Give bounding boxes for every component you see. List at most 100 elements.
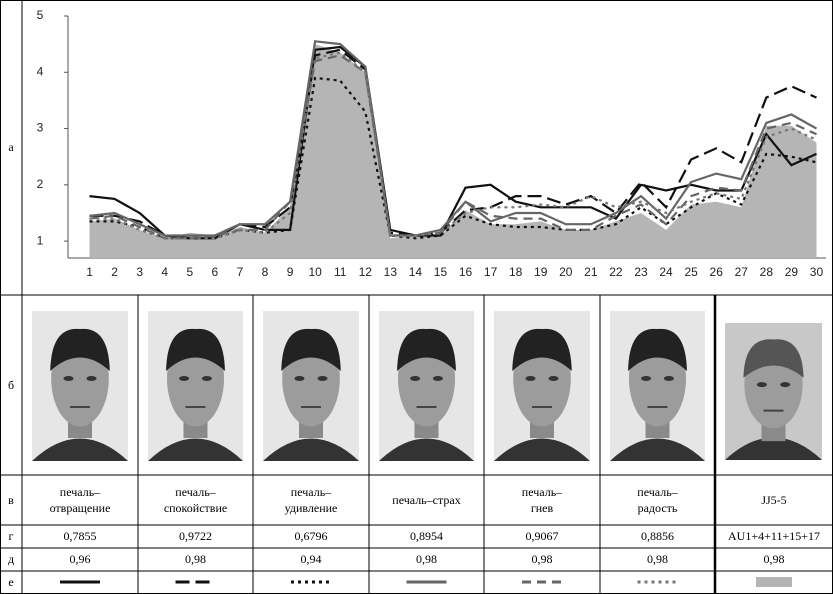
x-tick-label: 19	[534, 265, 548, 279]
shoulders	[263, 438, 359, 461]
x-tick-label: 5	[186, 265, 193, 279]
face-photo	[148, 311, 243, 461]
x-tick-label: 6	[212, 265, 219, 279]
eye	[432, 376, 443, 381]
r-value: 0,8856	[641, 529, 674, 544]
x-tick-label: 30	[810, 265, 824, 279]
hair	[281, 328, 341, 371]
hair	[512, 328, 572, 371]
x-tick-label: 28	[760, 265, 774, 279]
x-tick-label: 26	[710, 265, 724, 279]
eye	[201, 376, 212, 381]
x-tick-label: 24	[659, 265, 673, 279]
x-tick-label: 25	[684, 265, 698, 279]
hair	[628, 328, 687, 371]
x-tick-label: 10	[308, 265, 322, 279]
x-tick-label: 4	[161, 265, 168, 279]
column-label: печаль– радость	[637, 484, 678, 515]
style-sample	[756, 577, 792, 587]
series-line	[89, 76, 817, 240]
x-tick-label: 3	[136, 265, 143, 279]
y-tick-label: 5	[37, 8, 44, 22]
series-line	[89, 54, 817, 240]
y-tick-label: 4	[37, 64, 44, 78]
d-value: 0,98	[416, 552, 437, 567]
hair	[50, 328, 110, 371]
shoulders	[32, 438, 128, 461]
x-tick-label: 15	[434, 265, 448, 279]
r-value: 0,9722	[179, 529, 212, 544]
row-label: д	[7, 552, 15, 567]
x-tick-label: 8	[262, 265, 269, 279]
shoulders	[379, 438, 474, 461]
face-photo	[263, 311, 359, 461]
face-photo	[610, 311, 705, 461]
shoulders	[725, 437, 822, 460]
column-label: печаль– удивление	[284, 484, 338, 515]
row-label: в	[8, 492, 14, 507]
area	[89, 44, 817, 258]
x-tick-label: 1	[86, 265, 93, 279]
eye	[294, 376, 305, 381]
r-value: 0,6796	[294, 529, 328, 544]
x-tick-label: 17	[484, 265, 498, 279]
shoulders	[610, 438, 705, 461]
eye	[63, 376, 74, 381]
face-photo	[379, 311, 474, 461]
face-photo	[32, 311, 128, 461]
x-tick-label: 12	[359, 265, 373, 279]
x-tick-label: 14	[409, 265, 423, 279]
eye	[525, 376, 536, 381]
r-value: 0,9067	[525, 529, 559, 544]
y-tick-label: 1	[37, 233, 44, 247]
hair	[166, 328, 225, 371]
shoulders	[148, 438, 243, 461]
eye	[410, 376, 421, 381]
shoulders	[494, 438, 590, 461]
x-tick-label: 20	[559, 265, 573, 279]
d-value: 0,98	[185, 552, 206, 567]
face-photo	[494, 311, 590, 461]
y-tick-label: 2	[37, 177, 44, 191]
d-value: 0,98	[763, 552, 785, 567]
face-photo	[725, 323, 822, 460]
x-tick-label: 11	[334, 265, 347, 279]
row-label: а	[8, 140, 14, 155]
hair	[743, 339, 804, 378]
x-tick-label: 27	[735, 265, 749, 279]
y-tick-label: 3	[37, 121, 44, 135]
column-label: печаль– отвращение	[49, 484, 111, 515]
eye	[663, 376, 674, 381]
r-value: 0,7855	[63, 529, 97, 544]
x-tick-label: 13	[384, 265, 398, 279]
eye	[756, 382, 767, 388]
d-value: 0,94	[300, 552, 322, 567]
r-value: 0,8954	[410, 529, 443, 544]
row-label: е	[8, 575, 14, 590]
hair	[397, 328, 456, 371]
column-label: печаль–страх	[392, 492, 461, 507]
column-label: печаль– гнев	[521, 484, 563, 515]
r-value: AU1+4+11+15+17	[728, 529, 820, 544]
eye	[317, 376, 328, 381]
x-tick-label: 7	[237, 265, 244, 279]
x-tick-label: 9	[287, 265, 294, 279]
x-tick-label: 18	[509, 265, 523, 279]
x-tick-label: 2	[111, 265, 118, 279]
d-value: 0,98	[647, 552, 668, 567]
eye	[86, 376, 97, 381]
eye	[548, 376, 559, 381]
series-line	[89, 51, 817, 240]
x-tick-label: 21	[584, 265, 598, 279]
eye	[179, 376, 190, 381]
x-tick-label: 22	[609, 265, 623, 279]
eye	[641, 376, 652, 381]
row-label: б	[7, 377, 15, 392]
d-value: 0,98	[531, 552, 553, 567]
series-line	[89, 45, 817, 240]
d-value: 0,96	[69, 552, 91, 567]
x-tick-label: 29	[785, 265, 799, 279]
eye	[780, 382, 791, 388]
